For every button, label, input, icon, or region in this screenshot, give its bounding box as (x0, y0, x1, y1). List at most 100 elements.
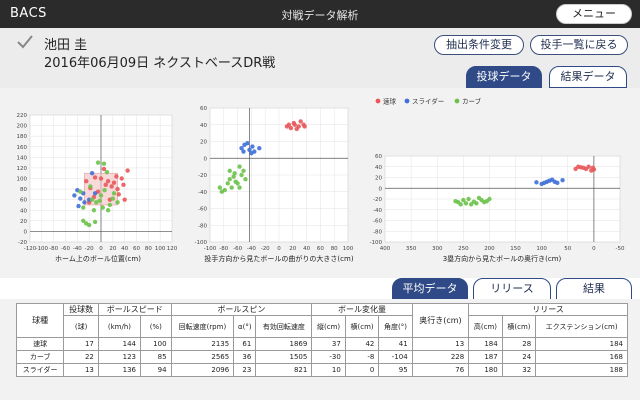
cell: 1505 (255, 350, 313, 364)
y-tick-label: 0 (204, 156, 208, 162)
data-point (125, 168, 130, 173)
data-point (227, 176, 232, 182)
cell: -104 (378, 350, 413, 364)
stats-table: 球種 投球数 ボールスピード ボールスピン ボール変化量 奥行き(cm) リリー… (15, 303, 628, 377)
row-pitch-type: スライダー (15, 363, 65, 377)
x-tick-label: 20 (109, 246, 116, 252)
y-tick-label: 140 (17, 155, 28, 161)
data-point (84, 178, 89, 184)
cell: 37 (311, 337, 346, 351)
tab-average-data[interactable]: 平均データ (392, 278, 468, 300)
cell: 95 (378, 363, 413, 377)
cell: 2096 (170, 363, 235, 377)
x-tick-label: -100 (36, 246, 49, 252)
data-point (294, 126, 299, 132)
y-tick-label: -100 (370, 240, 383, 246)
data-point (250, 144, 255, 149)
y-tick-label: 120 (17, 166, 28, 172)
filter-conditions-button[interactable]: 抽出条件変更 (434, 35, 524, 55)
data-point (82, 200, 87, 205)
data-point (245, 140, 250, 146)
y-tick-label: 200 (17, 124, 28, 130)
sub-unit-count: (球) (63, 315, 99, 338)
y-tick-label: -20 (18, 240, 27, 246)
x-tick-label: 80 (331, 246, 338, 252)
y-tick-label: 20 (20, 219, 27, 225)
data-point (231, 174, 236, 179)
data-point (292, 122, 297, 127)
y-tick-label: 180 (17, 134, 28, 140)
sub-release-side: 横(cm) (501, 315, 537, 338)
table-row: 速球 17 144 100 2135 61 1869 37 42 41 13 1… (15, 337, 628, 351)
legend-marker (404, 98, 410, 104)
tab-pitch-data[interactable]: 投球データ (466, 66, 542, 88)
cell: 0 (344, 363, 380, 377)
data-point (455, 200, 461, 205)
tab-result-data[interactable]: 結果データ (549, 66, 627, 88)
data-point (100, 205, 105, 210)
x-tick-label: -100 (204, 246, 217, 252)
data-point (257, 146, 262, 151)
y-tick-label: 60 (200, 106, 207, 112)
sub-move-vertical: 縦(cm) (311, 315, 346, 338)
x-tick-label: -20 (85, 246, 94, 252)
x-tick-label: -80 (219, 246, 228, 252)
data-point (247, 147, 252, 153)
data-point (94, 200, 99, 205)
y-tick-label: -80 (373, 229, 382, 235)
data-point (98, 193, 104, 198)
x-axis-label: 3塁方向から見たボールの奥行き(cm) (443, 254, 562, 263)
data-point (92, 191, 98, 196)
data-point (111, 191, 117, 196)
data-point (590, 165, 596, 171)
stats-table-panel: 球種 投球数 ボールスピード ボールスピン ボール変化量 奥行き(cm) リリー… (0, 299, 640, 400)
data-point (249, 151, 254, 156)
data-point (466, 196, 471, 202)
data-point (555, 180, 560, 186)
cell: 123 (97, 350, 142, 364)
data-point (97, 198, 103, 203)
x-tick-label: 80 (145, 246, 152, 252)
data-point (288, 125, 294, 131)
data-point (476, 195, 482, 201)
data-point (119, 176, 124, 181)
cell: 184 (468, 337, 503, 351)
y-tick-label: 40 (200, 123, 207, 129)
data-point (81, 205, 86, 210)
data-point (98, 176, 104, 181)
data-point (114, 174, 119, 179)
data-point (105, 208, 111, 213)
y-tick-label: 40 (375, 165, 382, 171)
data-point (92, 175, 98, 180)
cell: 187 (468, 350, 503, 364)
data-point (101, 166, 107, 172)
tab-result[interactable]: 結果 (556, 278, 632, 300)
sub-effective-spin: 有効回転速度 (255, 315, 313, 338)
data-point (78, 196, 83, 201)
table-row: スライダー 13 136 94 2096 23 821 10 0 95 76 1… (15, 363, 628, 377)
y-tick-label: 0 (24, 229, 28, 235)
data-point (103, 182, 108, 188)
check-icon (17, 35, 33, 49)
menu-button[interactable]: メニュー (556, 4, 632, 24)
cell: 23 (233, 363, 257, 377)
col-pitch-type: 球種 (15, 303, 65, 338)
data-point (89, 171, 95, 176)
data-point (239, 172, 244, 178)
data-point (81, 218, 86, 224)
data-point (241, 168, 246, 174)
cell: 13 (63, 363, 99, 377)
x-tick-label: 0 (99, 246, 103, 252)
sub-move-angle: 角度(°) (378, 315, 413, 338)
cell: 24 (501, 350, 537, 364)
legend-label: 速球 (383, 97, 397, 106)
player-name: 池田 圭 (44, 38, 88, 53)
back-to-pitcher-list-button[interactable]: 投手一覧に戻る (530, 35, 628, 55)
cell: 17 (63, 337, 99, 351)
data-point (233, 179, 238, 184)
data-point (84, 221, 89, 226)
tab-release[interactable]: リリース (473, 278, 551, 300)
y-tick-label: -40 (198, 190, 207, 196)
cell: 144 (97, 337, 142, 351)
